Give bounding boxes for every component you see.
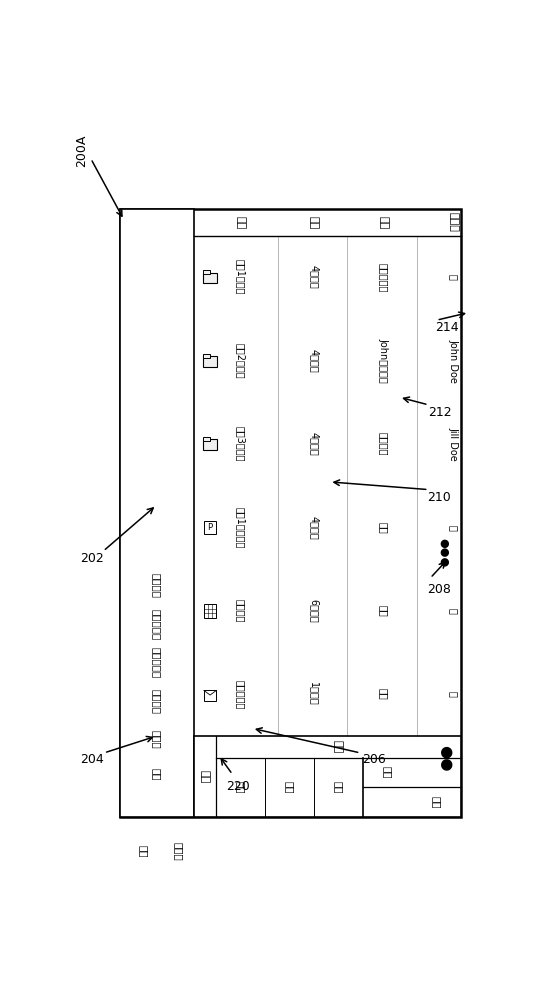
- Bar: [203, 356, 217, 367]
- Text: 主页: 主页: [152, 768, 161, 781]
- Text: 212: 212: [428, 406, 451, 419]
- Text: 200A: 200A: [75, 135, 88, 167]
- Text: John Doe: John Doe: [448, 339, 458, 383]
- Text: 回收站: 回收站: [173, 842, 183, 861]
- Text: 仅你: 仅你: [379, 605, 389, 617]
- Text: 4天以前: 4天以前: [309, 516, 319, 539]
- Text: 新建: 新建: [235, 781, 245, 793]
- Text: 项目3文件夹: 项目3文件夹: [235, 426, 245, 462]
- Text: 修改人: 修改人: [448, 212, 458, 232]
- Text: 你所拥有的: 你所拥有的: [379, 263, 389, 292]
- Text: 你: 你: [448, 525, 458, 530]
- Text: 你: 你: [448, 608, 458, 614]
- Text: 4天以前: 4天以前: [309, 349, 319, 372]
- Text: 了解说明书: 了解说明书: [235, 680, 245, 709]
- Text: 202: 202: [80, 552, 104, 565]
- Text: 项目1设计选择: 项目1设计选择: [235, 507, 245, 548]
- Text: 4天以前: 4天以前: [309, 432, 319, 456]
- Text: 同步: 同步: [333, 781, 343, 793]
- Text: 6天以前: 6天以前: [309, 599, 319, 623]
- Text: 修改: 修改: [309, 216, 319, 229]
- Text: 1天以前: 1天以前: [309, 682, 319, 706]
- Bar: [120, 209, 461, 817]
- Bar: [203, 354, 210, 358]
- Text: 220: 220: [226, 780, 250, 793]
- Bar: [120, 209, 194, 817]
- Text: 主页: 主页: [138, 845, 149, 858]
- Bar: [194, 736, 461, 817]
- Text: 我的文档: 我的文档: [152, 573, 161, 598]
- Text: 上传: 上传: [284, 781, 294, 793]
- Text: 名称: 名称: [235, 216, 245, 229]
- Text: 你: 你: [448, 691, 458, 697]
- Text: 演示指导: 演示指导: [235, 599, 245, 623]
- Text: 仅你: 仅你: [379, 688, 389, 700]
- Text: 转发: 转发: [431, 796, 442, 808]
- Text: 编辑: 编辑: [382, 766, 393, 779]
- Bar: [203, 273, 217, 283]
- Bar: [204, 521, 217, 534]
- Bar: [204, 690, 217, 701]
- Text: 214: 214: [435, 321, 459, 334]
- Text: John所拥有的: John所拥有的: [379, 338, 389, 383]
- Text: 随后的文档: 随后的文档: [152, 647, 161, 678]
- Text: 你: 你: [448, 274, 458, 280]
- Text: 文件: 文件: [200, 770, 210, 783]
- Text: Jill Doe: Jill Doe: [448, 427, 458, 461]
- Text: 206: 206: [362, 753, 386, 766]
- Text: 仅你: 仅你: [379, 522, 389, 533]
- Text: P: P: [207, 523, 213, 532]
- Text: 204: 204: [80, 753, 104, 766]
- Text: ●●●: ●●●: [439, 538, 449, 567]
- Text: 项目1文件夹: 项目1文件夹: [235, 259, 245, 295]
- Text: 共享: 共享: [379, 216, 389, 229]
- Bar: [204, 604, 217, 618]
- Bar: [203, 270, 210, 274]
- Text: ●●: ●●: [438, 745, 453, 772]
- Text: 项目2文件夹: 项目2文件夹: [235, 343, 245, 378]
- Bar: [203, 437, 210, 441]
- Text: 动作: 动作: [333, 740, 343, 753]
- Text: 团队共享: 团队共享: [379, 432, 389, 456]
- Text: 最近的文档: 最近的文档: [152, 609, 161, 640]
- Text: 210: 210: [428, 491, 451, 504]
- Text: 与我共享: 与我共享: [152, 689, 161, 714]
- Text: 208: 208: [428, 583, 451, 596]
- Bar: [203, 439, 217, 450]
- Text: 4天以前: 4天以前: [309, 265, 319, 289]
- Text: 回收站: 回收站: [152, 730, 161, 749]
